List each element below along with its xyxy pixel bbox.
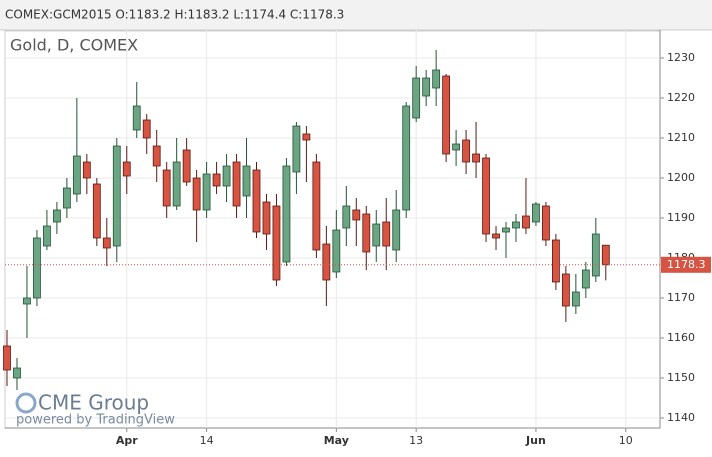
- y-tick-label: 1190: [667, 211, 695, 224]
- candle-body: [581, 269, 590, 289]
- logo-icon: [15, 392, 37, 414]
- candle-body: [102, 237, 111, 249]
- candle-body: [332, 229, 341, 273]
- x-tick-label: 13: [409, 434, 423, 447]
- candle-body: [552, 239, 560, 283]
- candle-body: [13, 367, 21, 379]
- candle-body: [212, 173, 221, 187]
- y-tick-label: 1210: [667, 131, 695, 144]
- candle-body: [362, 213, 371, 253]
- candle-body: [252, 169, 261, 233]
- candle-body: [352, 209, 361, 221]
- candle-body: [382, 221, 391, 247]
- y-tick-label: 1140: [667, 411, 695, 424]
- y-tick-label: 1200: [667, 171, 695, 184]
- chart-title: Gold, D, COMEX: [10, 36, 138, 55]
- candle-body: [172, 161, 181, 207]
- candle-body: [152, 145, 161, 167]
- candle-body: [532, 203, 540, 223]
- x-tick-label: May: [324, 434, 349, 447]
- candle-body: [462, 139, 470, 163]
- candle-body: [112, 145, 121, 247]
- candle-body: [492, 233, 500, 239]
- candle-body: [522, 215, 530, 229]
- candle-body: [242, 165, 251, 197]
- candle-body: [342, 205, 351, 229]
- candle-body: [262, 201, 271, 235]
- candle-body: [402, 105, 411, 211]
- candle-body: [282, 165, 291, 263]
- candle-body: [3, 345, 11, 371]
- watermark: CME Group: [38, 391, 149, 415]
- candle-body: [512, 221, 520, 229]
- y-tick-label: 1170: [667, 291, 695, 304]
- candle-body: [62, 187, 71, 209]
- y-tick-label: 1160: [667, 331, 695, 344]
- candle-body: [482, 157, 490, 235]
- candle-body: [372, 223, 381, 247]
- candle-body: [232, 161, 241, 207]
- last-price-box: [661, 256, 711, 273]
- candle-body: [23, 297, 31, 305]
- y-tick-label: 1220: [667, 91, 695, 104]
- last-price-label: 1178.3: [667, 258, 706, 271]
- candle-body: [542, 205, 550, 241]
- watermark-sub: powered by TradingView: [16, 413, 175, 428]
- header-text: COMEX:GCM2015 O:1183.2 H:1183.2 L:1174.4…: [5, 8, 344, 22]
- candle-body: [272, 205, 281, 281]
- y-tick-label: 1150: [667, 371, 695, 384]
- candle-body: [571, 291, 580, 307]
- candle-body: [33, 237, 41, 299]
- candle-body: [472, 153, 480, 163]
- candle-body: [53, 209, 61, 223]
- candle-body: [162, 169, 171, 207]
- candle-body: [422, 77, 431, 97]
- candle-body: [322, 243, 331, 281]
- candle-body: [43, 225, 51, 247]
- candle-body: [591, 233, 600, 277]
- candle-body: [502, 227, 510, 233]
- candle-body: [122, 161, 131, 177]
- candle-body: [222, 165, 231, 187]
- candle-body: [432, 69, 441, 89]
- candle-body: [412, 77, 421, 119]
- candle-body: [312, 161, 321, 251]
- y-tick-label: 1230: [667, 51, 695, 64]
- candle-body: [392, 209, 401, 251]
- candle-body: [302, 133, 311, 141]
- candle-body: [132, 105, 141, 131]
- header-bar: [0, 0, 712, 30]
- candle-body: [192, 177, 201, 211]
- candle-body: [72, 155, 81, 195]
- candle-body: [182, 149, 191, 183]
- candle-body: [92, 183, 101, 239]
- candle-body: [292, 125, 301, 173]
- x-tick-label: Apr: [116, 434, 138, 447]
- candle-body: [601, 244, 610, 266]
- x-tick-label: 14: [200, 434, 214, 447]
- x-tick-label: Jun: [525, 434, 546, 447]
- candle-body: [202, 173, 211, 211]
- candle-body: [442, 75, 451, 155]
- candle-body: [142, 119, 151, 139]
- candle-body: [561, 273, 570, 307]
- candle-body: [452, 143, 461, 151]
- x-tick-label: 10: [619, 434, 633, 447]
- candle-body: [82, 161, 91, 179]
